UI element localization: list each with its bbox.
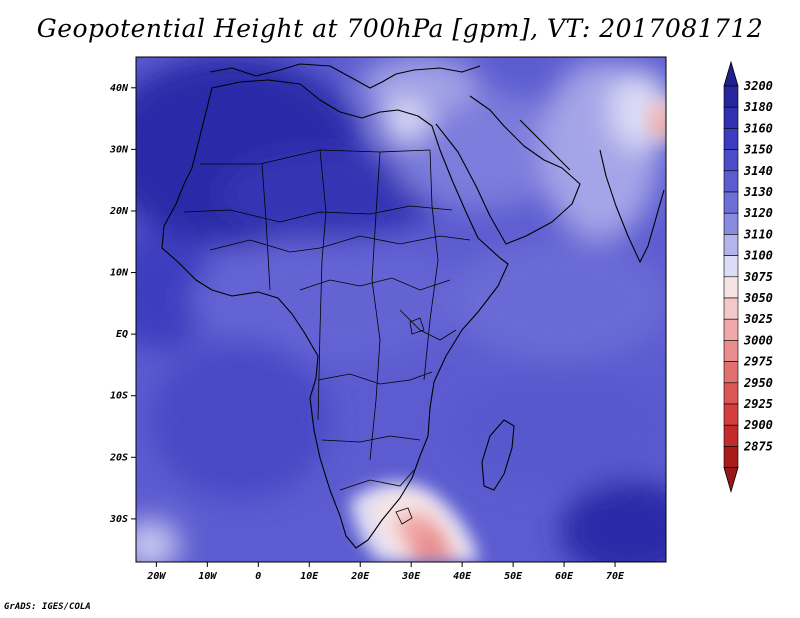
border-east	[399, 309, 457, 341]
height-field	[136, 57, 666, 562]
latitude-axis: 40N 30N 20N 10N EQ 10S 20S 30S	[109, 83, 136, 525]
colorbar-label: 3150	[743, 143, 773, 157]
colorbar-swatch	[723, 255, 739, 278]
colorbar-label: 2875	[743, 439, 773, 453]
lesotho-border	[395, 507, 413, 525]
south-atlantic	[150, 340, 330, 500]
colorbar-swatch	[723, 318, 739, 341]
border-vertical-c	[369, 151, 381, 461]
chart-title: Geopotential Height at 700hPa [gpm], VT:…	[36, 14, 764, 43]
colorbar-label: 3160	[743, 121, 773, 135]
southeast-high	[560, 480, 666, 562]
longitude-axis: 20W 10W 0 10E 20E 30E 40E 50E 60E 70E	[146, 562, 625, 582]
southwest-trough	[136, 520, 180, 562]
colorbar-swatch	[723, 170, 739, 193]
lat-tick-label: 20N	[109, 206, 129, 217]
northeast-trough	[646, 98, 666, 142]
colorbar-label: 3180	[743, 100, 773, 114]
colorbar-label: 3100	[743, 249, 773, 263]
atlantic-high	[136, 230, 215, 350]
border-west-africa	[209, 235, 471, 253]
sahel-high	[220, 150, 440, 240]
colorbar-label: 3025	[743, 312, 773, 326]
colorbar-label: 3200	[743, 79, 773, 93]
colorbar-label: 2900	[743, 418, 773, 432]
border-vertical-b	[317, 149, 327, 421]
mediterranean-trough	[360, 57, 480, 115]
lon-tick-label: 20E	[350, 571, 370, 582]
border-central	[299, 277, 451, 291]
colorbar-swatch	[723, 149, 739, 172]
lat-tick-label: 40N	[110, 83, 129, 94]
plot-frame	[135, 56, 667, 563]
border-sahel	[183, 205, 453, 223]
colorbar-swatch	[723, 340, 739, 362]
border-vertical-d	[423, 149, 439, 381]
lon-tick-label: 40E	[453, 571, 472, 582]
lon-tick-label: 10E	[300, 571, 319, 582]
europe-coastline	[209, 63, 481, 89]
indian-ocean-band	[450, 240, 666, 360]
south-africa-trough	[350, 482, 480, 562]
border-vertical-a	[261, 163, 271, 291]
field-shading	[136, 57, 666, 562]
india-coastline	[599, 149, 665, 263]
lat-tick-label: 30S	[109, 514, 128, 525]
colorbar-swatch	[723, 191, 739, 214]
lon-tick-label: 20W	[146, 571, 166, 582]
country-borders	[183, 149, 471, 525]
colorbar-swatch	[723, 106, 739, 129]
colorbar-swatch	[723, 276, 739, 299]
colorbar-min-arrow	[723, 467, 739, 494]
coastlines	[161, 63, 665, 549]
colorbar-swatch	[723, 234, 739, 256]
colorbar-label: 2975	[743, 355, 773, 369]
colorbar-swatch	[723, 85, 739, 108]
lon-tick-label: 60E	[555, 571, 574, 582]
arabia-coastline	[435, 95, 581, 245]
colorbar-label: 3140	[743, 164, 773, 178]
lon-tick-label: 50E	[504, 571, 523, 582]
lon-tick-label: 30E	[401, 571, 421, 582]
colorbar-swatch	[723, 297, 739, 320]
colorbar-swatch	[723, 361, 739, 384]
colorbar-swatch	[723, 424, 739, 447]
colorbar-label: 3120	[743, 206, 773, 220]
lon-tick-label: 10W	[198, 571, 217, 582]
colorbar-swatch	[723, 382, 739, 405]
madagascar-coastline	[481, 419, 515, 491]
mediterranean-low	[380, 100, 430, 140]
colorbar-swatch	[723, 446, 739, 468]
colorbar-label: 3110	[743, 227, 773, 241]
gulf-coastline	[519, 119, 571, 171]
lat-tick-label: 20S	[109, 452, 128, 463]
colorbar-label: 2950	[743, 376, 773, 390]
colorbar-swatch	[723, 128, 739, 150]
lake-victoria	[409, 317, 425, 335]
lon-tick-label: 70E	[606, 571, 625, 582]
lat-tick-label: EQ	[116, 329, 128, 340]
central-band	[190, 240, 470, 360]
border-south-central	[317, 371, 433, 385]
colorbar-max-arrow	[723, 60, 739, 87]
south-indian	[450, 370, 666, 490]
colorbar: 3200 3180 3160 3150 3140 3130 3120 3110 3100 3075…	[723, 60, 773, 494]
colorbar-swatch	[723, 403, 739, 426]
lon-tick-label: 0	[255, 571, 261, 582]
lat-tick-label: 10N	[110, 268, 129, 279]
lat-tick-label: 10S	[110, 391, 128, 402]
africa-coastline	[161, 79, 509, 549]
colorbar-label: 3130	[743, 185, 773, 199]
lat-tick-label: 30N	[109, 144, 129, 155]
colorbar-swatch	[723, 212, 739, 235]
grads-credit: GrADS: IGES/COLA	[4, 602, 91, 612]
arabia-zone	[390, 90, 570, 210]
colorbar-label: 3075	[743, 270, 773, 284]
border-southern	[339, 469, 415, 491]
border-south	[321, 435, 421, 443]
colorbar-label: 3000	[743, 333, 773, 347]
colorbar-label: 3050	[743, 291, 773, 305]
colorbar-label: 2925	[743, 397, 773, 411]
